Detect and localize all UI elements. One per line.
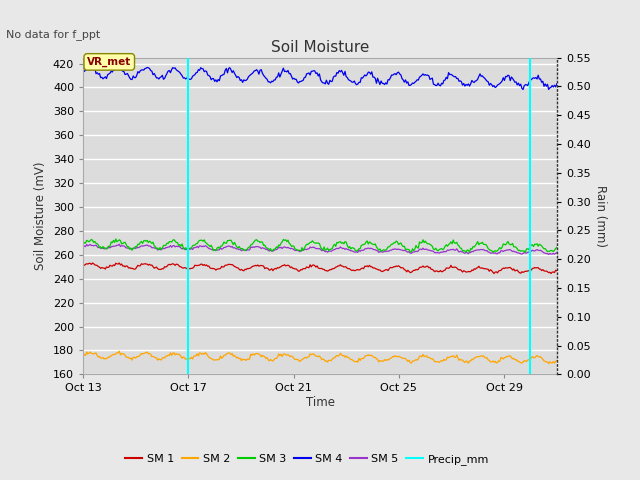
Legend: SM 1, SM 2, SM 3, SM 4, SM 5, Precip_mm: SM 1, SM 2, SM 3, SM 4, SM 5, Precip_mm — [121, 450, 493, 469]
Y-axis label: Rain (mm): Rain (mm) — [595, 185, 607, 247]
Title: Soil Moisture: Soil Moisture — [271, 40, 369, 55]
X-axis label: Time: Time — [305, 396, 335, 409]
Text: VR_met: VR_met — [87, 57, 131, 67]
Y-axis label: Soil Moisture (mV): Soil Moisture (mV) — [35, 162, 47, 270]
Text: No data for f_ppt: No data for f_ppt — [6, 29, 100, 40]
